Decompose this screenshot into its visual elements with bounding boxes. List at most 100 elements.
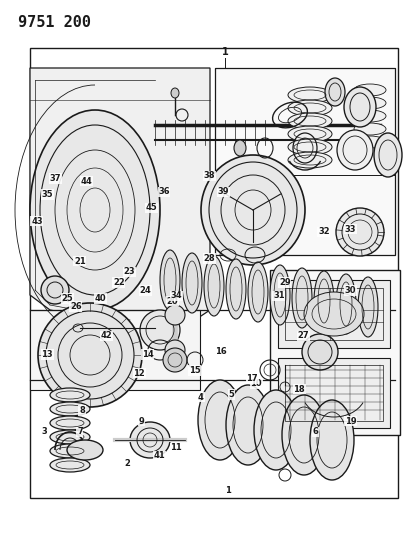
Ellipse shape (41, 276, 69, 304)
Text: 12: 12 (133, 369, 145, 377)
Ellipse shape (335, 274, 355, 334)
Ellipse shape (247, 262, 267, 322)
Bar (277, 358, 389, 428)
Ellipse shape (30, 110, 160, 310)
Text: 34: 34 (170, 292, 182, 300)
Text: 4: 4 (198, 393, 203, 401)
Text: 42: 42 (101, 332, 112, 340)
Text: 29: 29 (279, 278, 290, 287)
Text: 11: 11 (170, 443, 182, 452)
Text: 40: 40 (94, 294, 106, 303)
Bar (284, 365, 382, 421)
Text: 10: 10 (250, 379, 261, 388)
Ellipse shape (50, 458, 90, 472)
Ellipse shape (353, 97, 385, 109)
Text: 1: 1 (221, 47, 228, 57)
Ellipse shape (182, 253, 202, 313)
Ellipse shape (254, 390, 297, 470)
Text: 39: 39 (217, 188, 229, 196)
Text: 37: 37 (49, 174, 61, 183)
Ellipse shape (335, 208, 383, 256)
Bar (284, 288, 382, 340)
Text: 41: 41 (154, 451, 165, 460)
Bar (30, 48, 397, 498)
Text: 16: 16 (215, 348, 227, 356)
Text: 20: 20 (166, 297, 178, 305)
Text: 25: 25 (62, 294, 73, 303)
Ellipse shape (204, 256, 223, 316)
Text: 5: 5 (228, 390, 234, 399)
Ellipse shape (281, 395, 325, 475)
Text: 13: 13 (41, 350, 53, 359)
Text: 43: 43 (31, 217, 43, 225)
Ellipse shape (287, 100, 331, 116)
Ellipse shape (225, 385, 270, 465)
Ellipse shape (324, 78, 344, 106)
Text: 19: 19 (344, 417, 355, 425)
Text: 9: 9 (138, 417, 144, 425)
Ellipse shape (287, 126, 331, 142)
Ellipse shape (50, 444, 90, 458)
Text: 44: 44 (80, 177, 92, 185)
Ellipse shape (225, 259, 245, 319)
Ellipse shape (50, 388, 90, 402)
Text: 15: 15 (189, 366, 200, 375)
Text: 7: 7 (77, 427, 83, 436)
Ellipse shape (270, 265, 289, 325)
Text: 27: 27 (297, 332, 308, 340)
Text: 33: 33 (344, 225, 355, 233)
Ellipse shape (164, 340, 184, 360)
Bar (270, 270, 399, 435)
Text: 38: 38 (203, 172, 214, 180)
Ellipse shape (163, 348, 187, 372)
Polygon shape (30, 68, 209, 325)
Text: 23: 23 (123, 268, 135, 276)
Text: 21: 21 (74, 257, 85, 265)
Text: 31: 31 (272, 292, 284, 300)
Ellipse shape (303, 292, 363, 336)
Ellipse shape (287, 152, 331, 168)
Text: 32: 32 (317, 228, 329, 236)
Ellipse shape (139, 310, 180, 350)
Text: 1: 1 (224, 486, 230, 495)
Ellipse shape (309, 400, 353, 480)
Ellipse shape (353, 110, 385, 122)
Ellipse shape (336, 130, 372, 170)
Ellipse shape (198, 380, 241, 460)
Text: 17: 17 (246, 374, 257, 383)
Ellipse shape (353, 136, 385, 148)
Text: 36: 36 (158, 188, 169, 196)
Ellipse shape (130, 422, 170, 458)
Bar (277, 280, 389, 348)
Text: 22: 22 (113, 278, 124, 287)
Ellipse shape (357, 277, 377, 337)
Ellipse shape (287, 139, 331, 155)
Text: 8: 8 (79, 406, 85, 415)
Text: 28: 28 (203, 254, 214, 263)
Text: 6: 6 (312, 427, 318, 436)
Ellipse shape (373, 133, 401, 177)
Ellipse shape (160, 250, 180, 310)
Ellipse shape (200, 155, 304, 265)
Text: 3: 3 (41, 427, 47, 436)
Polygon shape (214, 68, 394, 255)
Ellipse shape (287, 87, 331, 103)
Text: 18: 18 (293, 385, 304, 393)
Text: 45: 45 (146, 204, 157, 212)
Ellipse shape (171, 88, 179, 98)
Ellipse shape (343, 87, 375, 127)
Text: 35: 35 (41, 190, 53, 199)
Ellipse shape (353, 123, 385, 135)
Text: 30: 30 (344, 286, 355, 295)
Ellipse shape (164, 305, 184, 325)
Ellipse shape (291, 268, 311, 328)
Ellipse shape (50, 430, 90, 444)
Text: 26: 26 (70, 302, 81, 311)
Ellipse shape (313, 271, 333, 331)
Polygon shape (30, 310, 200, 390)
Text: 2: 2 (124, 459, 130, 468)
Ellipse shape (67, 440, 103, 460)
Ellipse shape (301, 334, 337, 370)
Ellipse shape (38, 303, 142, 407)
Ellipse shape (234, 140, 245, 156)
